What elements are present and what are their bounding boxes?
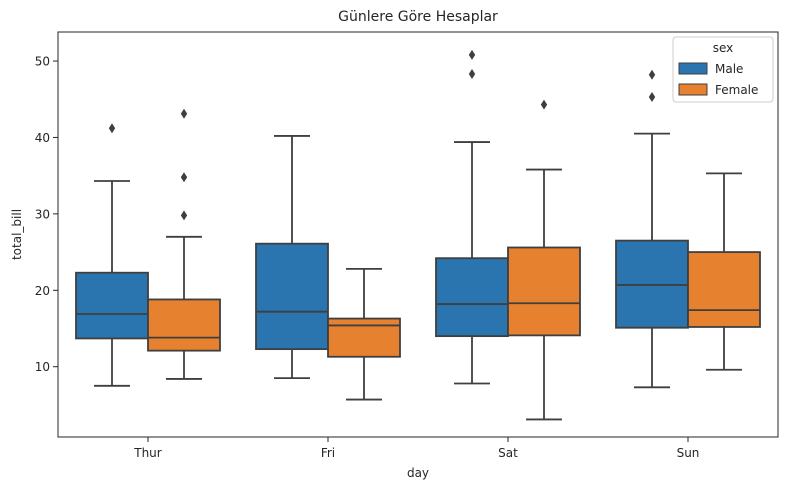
box-iqr — [327, 317, 401, 358]
legend-label-female: Female — [715, 83, 758, 97]
box-fri-male — [255, 135, 329, 380]
box-iqr — [507, 246, 581, 337]
box-sun-female — [687, 172, 761, 371]
series-male — [75, 49, 689, 389]
box-iqr — [75, 271, 149, 340]
y-axis-label: total_bill — [10, 209, 24, 260]
box-fri-female — [327, 267, 401, 401]
box-iqr — [435, 257, 509, 338]
outlier-point — [180, 172, 188, 183]
y-axis: 10 20 30 40 50 — [35, 55, 58, 374]
outlier-point — [468, 69, 476, 80]
box-sat-male — [435, 49, 509, 385]
legend-label-male: Male — [715, 62, 743, 76]
box-sun-male — [615, 69, 689, 389]
outlier-point — [540, 99, 548, 110]
box-sat-female — [507, 99, 581, 421]
legend-title: sex — [713, 41, 734, 55]
y-tick-label: 10 — [35, 360, 50, 374]
box-iqr — [147, 298, 221, 352]
legend-swatch-male — [678, 62, 708, 75]
outlier-point — [648, 91, 656, 102]
outlier-point — [108, 123, 116, 134]
x-tick-label: Sat — [498, 446, 518, 460]
outlier-point — [468, 49, 476, 60]
chart-title: Günlere Göre Hesaplar — [338, 9, 498, 25]
series-female — [147, 99, 761, 421]
axes-frame — [57, 31, 779, 438]
legend: sex Male Female — [672, 36, 774, 103]
x-tick-label: Sun — [677, 446, 700, 460]
outlier-point — [648, 69, 656, 80]
legend-swatch-female — [678, 83, 708, 96]
y-tick-label: 40 — [35, 131, 50, 145]
y-tick-label: 50 — [35, 55, 50, 69]
box-iqr — [687, 251, 761, 328]
y-tick-label: 30 — [35, 207, 50, 221]
x-axis: Thur Fri Sat Sun — [133, 437, 699, 460]
outlier-point — [180, 210, 188, 221]
x-tick-label: Fri — [321, 446, 335, 460]
y-tick-label: 20 — [35, 284, 50, 298]
x-axis-label: day — [407, 466, 429, 480]
plot-area — [75, 49, 761, 421]
box-thur-male — [75, 123, 149, 387]
box-thur-female — [147, 108, 221, 380]
outlier-point — [180, 108, 188, 119]
x-tick-label: Thur — [133, 446, 162, 460]
box-iqr — [255, 242, 329, 351]
